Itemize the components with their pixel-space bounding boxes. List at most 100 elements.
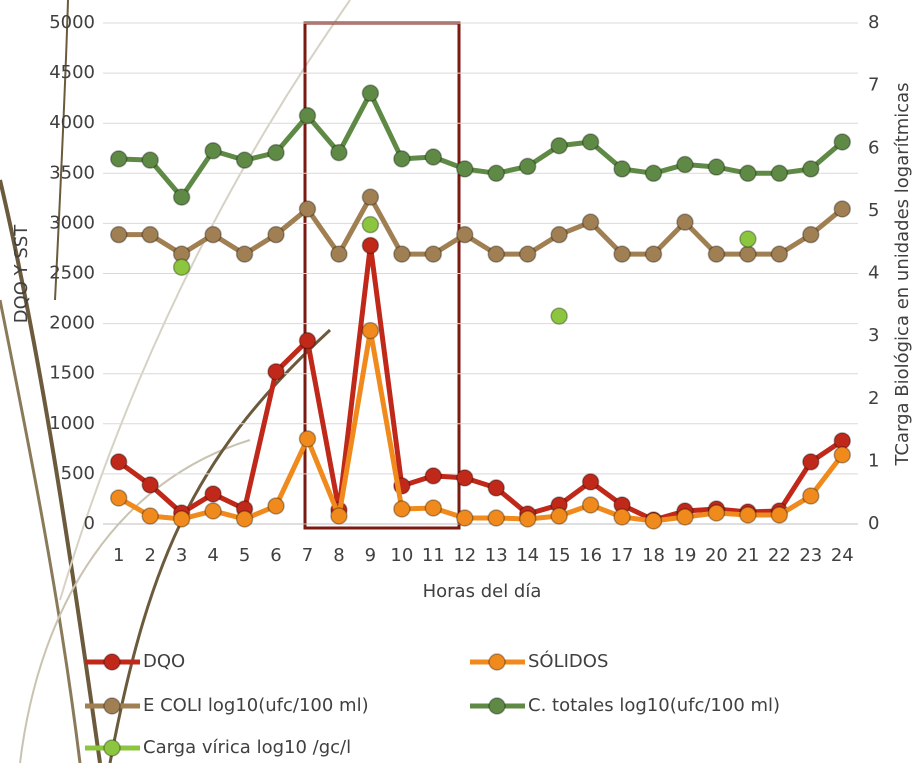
series-marker bbox=[204, 502, 222, 520]
series-marker bbox=[550, 307, 568, 325]
series-marker bbox=[393, 150, 411, 168]
series-marker bbox=[172, 258, 191, 276]
x-tick-label: 11 bbox=[422, 545, 445, 566]
series-marker bbox=[172, 510, 191, 528]
x-tick-label: 14 bbox=[516, 545, 539, 566]
series-marker bbox=[707, 245, 726, 263]
series-marker bbox=[802, 453, 820, 471]
series-marker bbox=[739, 164, 757, 183]
series-marker bbox=[267, 225, 285, 244]
series-marker bbox=[770, 245, 789, 263]
series-marker bbox=[204, 225, 222, 244]
legend-marker bbox=[488, 653, 506, 671]
y2-tick-label: 1 bbox=[868, 450, 879, 471]
x-tick-label: 21 bbox=[736, 545, 759, 566]
legend-marker bbox=[103, 697, 121, 715]
series-marker bbox=[613, 245, 631, 263]
series-marker bbox=[424, 467, 443, 485]
series-marker bbox=[172, 188, 191, 206]
series-marker bbox=[581, 473, 600, 491]
series-marker bbox=[456, 509, 474, 527]
series-marker bbox=[267, 497, 285, 515]
y-tick-label: 3000 bbox=[49, 212, 95, 233]
y-tick-label: 2500 bbox=[49, 263, 95, 284]
y2-tick-label: 5 bbox=[868, 200, 879, 221]
series-marker bbox=[518, 157, 537, 176]
series-marker bbox=[361, 215, 380, 234]
series-marker bbox=[456, 469, 474, 487]
x-tick-label: 5 bbox=[239, 545, 250, 566]
series-marker bbox=[644, 512, 663, 530]
legend-marker bbox=[488, 697, 506, 715]
series-line bbox=[118, 90, 844, 200]
x-tick-label: 6 bbox=[270, 545, 281, 566]
series-marker bbox=[235, 245, 254, 263]
series-marker bbox=[581, 213, 600, 231]
legend-marker bbox=[103, 653, 121, 671]
series-marker bbox=[330, 143, 348, 162]
x-tick-label: 3 bbox=[176, 545, 187, 566]
series-marker bbox=[518, 510, 537, 528]
y-tick-label: 3500 bbox=[49, 162, 95, 183]
y2-tick-label: 2 bbox=[868, 388, 879, 409]
series-marker bbox=[518, 245, 537, 263]
series-marker bbox=[707, 158, 726, 176]
series-marker bbox=[141, 507, 159, 525]
decoration bbox=[0, 0, 351, 763]
series-marker bbox=[802, 225, 820, 244]
x-tick-label: 15 bbox=[548, 545, 571, 566]
series-marker bbox=[833, 446, 852, 464]
series-line bbox=[118, 194, 844, 257]
y-tick-label: 2000 bbox=[49, 313, 95, 334]
series-marker bbox=[298, 200, 317, 218]
series-marker bbox=[739, 230, 757, 248]
y-axis-title: DQO Y SST bbox=[11, 224, 32, 323]
series-marker bbox=[141, 151, 159, 169]
x-tick-label: 17 bbox=[611, 545, 634, 566]
x-tick-label: 20 bbox=[705, 545, 728, 566]
series-line bbox=[117, 328, 845, 524]
series-line bbox=[117, 242, 844, 523]
x-tick-label: 9 bbox=[365, 545, 376, 566]
series-marker bbox=[361, 188, 380, 206]
y-tick-label: 0 bbox=[84, 513, 95, 534]
series-marker bbox=[361, 321, 380, 340]
x-tick-label: 24 bbox=[831, 545, 854, 566]
x-tick-label: 7 bbox=[302, 545, 313, 566]
legend-marker bbox=[103, 739, 121, 757]
series-marker bbox=[298, 430, 317, 448]
x-tick-label: 23 bbox=[799, 545, 822, 566]
series-marker bbox=[109, 489, 128, 507]
series-marker bbox=[770, 164, 789, 183]
series-marker bbox=[141, 225, 159, 244]
legend-label: Carga vírica log10 /gc/l bbox=[143, 737, 351, 758]
y2-tick-label: 3 bbox=[868, 325, 879, 346]
series-marker bbox=[330, 245, 348, 263]
y-tick-label: 1000 bbox=[49, 413, 95, 434]
y2-tick-label: 7 bbox=[868, 75, 879, 96]
series-marker bbox=[644, 164, 663, 183]
x-tick-label: 10 bbox=[390, 545, 413, 566]
series-marker bbox=[644, 245, 663, 263]
series-marker bbox=[424, 245, 443, 263]
series-marker bbox=[267, 143, 285, 162]
series-marker bbox=[487, 479, 505, 497]
x-tick-label: 13 bbox=[485, 545, 508, 566]
series-marker bbox=[676, 213, 694, 231]
y-tick-label: 5000 bbox=[49, 12, 95, 33]
series-marker bbox=[487, 245, 505, 263]
series-marker bbox=[109, 225, 128, 244]
y2-tick-label: 0 bbox=[868, 513, 879, 534]
series-marker bbox=[235, 151, 254, 169]
series-marker bbox=[707, 504, 726, 522]
series-marker bbox=[393, 500, 411, 518]
series-marker bbox=[393, 245, 411, 263]
y2-tick-label: 8 bbox=[868, 12, 879, 33]
y2-tick-label: 4 bbox=[868, 263, 879, 284]
series-marker bbox=[267, 362, 285, 381]
x-tick-label: 18 bbox=[642, 545, 665, 566]
y-tick-label: 1500 bbox=[49, 363, 95, 384]
y-tick-label: 4500 bbox=[49, 62, 95, 83]
y-tick-label: 4000 bbox=[49, 112, 95, 133]
